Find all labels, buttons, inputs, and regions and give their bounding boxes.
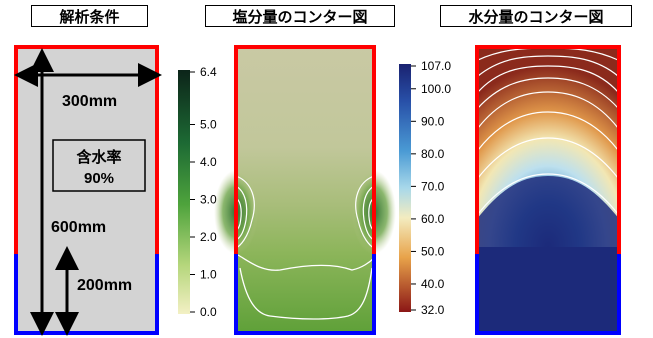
water-contour-map [475,45,621,335]
width-label: 300mm [62,93,117,110]
conditions-diagram: 300mm 含水率 90% 600mm 200mm [14,45,162,336]
moisture-label-1: 含水率 [76,148,121,166]
salt-lower-boundary [234,254,376,335]
water-tick-label: 32.0 [421,303,445,317]
water-tick-label: 70.0 [421,179,445,193]
sub-height-label: 200mm [77,277,132,294]
salt-contour-title: 塩分量のコンター図 [205,5,395,27]
water-colorbar: 107.0 100.0 90.0 80.0 70.0 60.0 50.0 40.0 32.0 [399,59,451,317]
moisture-box [52,139,146,192]
salt-upper-boundary [234,45,376,254]
salt-tick-label: 0.0 [200,305,217,319]
salt-colorbar: 6.4 5.0 4.0 3.0 2.0 1.0 0.0 [178,65,217,319]
moisture-label-2: 90% [84,170,114,187]
conditions-title: 解析条件 [31,5,148,27]
water-tick-label: 107.0 [421,59,451,73]
salt-contour-map [214,45,396,335]
salt-tick-label: 1.0 [200,268,217,282]
water-contour-title: 水分量のコンター図 [440,5,632,27]
water-lower-boundary [475,254,621,335]
salt-tick-label: 4.0 [200,155,217,169]
salt-tick-label: 5.0 [200,118,217,132]
water-tick-label: 50.0 [421,244,445,258]
upper-boundary [14,45,159,254]
water-colorbar-ramp [399,64,411,312]
water-tick-label: 80.0 [421,147,445,161]
salt-colorbar-ramp [178,70,190,314]
salt-tick-label: 2.0 [200,230,217,244]
water-upper-boundary [475,45,621,254]
water-tick-label: 100.0 [421,82,451,96]
water-tick-label: 90.0 [421,114,445,128]
salt-tick-label: 3.0 [200,193,217,207]
salt-tick-label: 6.4 [200,65,217,79]
lower-boundary [14,254,159,335]
water-tick-label: 40.0 [421,277,445,291]
height-label: 600mm [51,219,106,236]
water-tick-label: 60.0 [421,212,445,226]
